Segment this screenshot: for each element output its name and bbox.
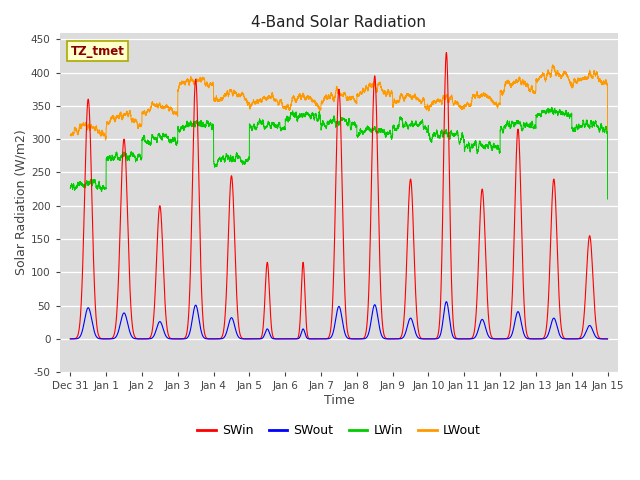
LWin <box>581 124 589 130</box>
SWout <box>474 327 482 333</box>
LWout <box>459 105 467 110</box>
LWout <box>604 143 611 149</box>
LWout <box>549 62 557 68</box>
SWout <box>460 336 467 342</box>
SWin <box>604 336 611 342</box>
SWout <box>249 336 257 342</box>
LWin <box>67 185 74 191</box>
Title: 4-Band Solar Radiation: 4-Band Solar Radiation <box>252 15 426 30</box>
LWout <box>581 76 589 82</box>
LWin <box>249 125 257 131</box>
LWout <box>321 96 328 101</box>
SWout <box>581 331 589 337</box>
LWin <box>604 196 611 202</box>
SWin <box>442 49 450 55</box>
LWout <box>67 132 74 138</box>
LWin <box>474 147 482 153</box>
LWin <box>459 133 467 139</box>
Line: LWin: LWin <box>70 108 607 199</box>
Line: LWout: LWout <box>70 65 607 146</box>
X-axis label: Time: Time <box>324 394 355 407</box>
SWout <box>575 336 582 342</box>
SWin <box>581 299 589 305</box>
SWout <box>321 336 328 342</box>
SWout <box>604 336 611 342</box>
SWin <box>67 336 74 342</box>
SWin <box>321 336 328 342</box>
LWout <box>575 76 582 82</box>
LWin <box>321 123 328 129</box>
SWout <box>67 336 74 342</box>
Legend: SWin, SWout, LWin, LWout: SWin, SWout, LWin, LWout <box>192 419 486 442</box>
Text: TZ_tmet: TZ_tmet <box>71 45 125 58</box>
SWin <box>460 336 467 342</box>
LWout <box>474 94 482 100</box>
SWin <box>249 336 257 342</box>
SWout <box>442 299 450 304</box>
Line: SWin: SWin <box>70 52 607 339</box>
Y-axis label: Solar Radiation (W/m2): Solar Radiation (W/m2) <box>15 130 28 275</box>
LWout <box>249 99 257 105</box>
SWin <box>474 266 482 272</box>
Line: SWout: SWout <box>70 301 607 339</box>
LWin <box>575 122 582 128</box>
SWin <box>575 336 582 342</box>
LWin <box>548 105 556 110</box>
